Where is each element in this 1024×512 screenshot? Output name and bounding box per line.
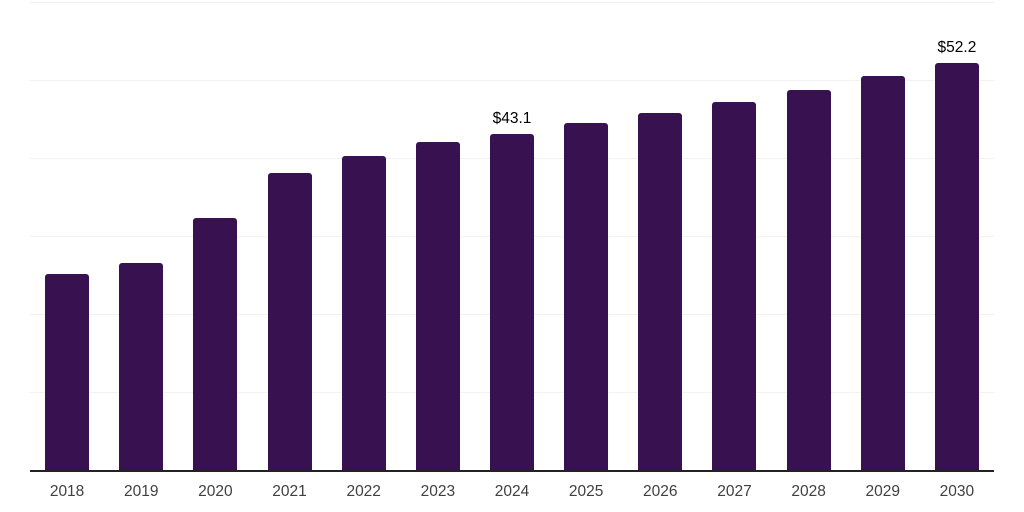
bar-2022 (341, 156, 386, 470)
x-tick-label-2030: 2030 (939, 483, 975, 500)
x-tick-label-2028: 2028 (791, 483, 826, 500)
bar-2030 (934, 62, 979, 470)
value-label-2024: $43.1 (492, 109, 532, 127)
x-tick-label-2023: 2023 (420, 483, 456, 500)
plot-area: $43.1 $52.2 (30, 2, 994, 472)
bar-2026 (638, 112, 683, 470)
bar-2028 (786, 90, 831, 470)
x-tick-label-2025: 2025 (568, 483, 604, 500)
bar-2020 (193, 218, 238, 470)
x-tick-label-2027: 2027 (717, 483, 752, 500)
x-tick-label-2024: 2024 (494, 483, 530, 500)
x-tick-label-2022: 2022 (346, 483, 381, 500)
x-tick-label-2029: 2029 (865, 483, 901, 500)
gridline (30, 2, 994, 3)
x-axis: 2018 2019 2020 2021 2022 2023 2024 2025 2026 2027… (30, 482, 994, 506)
x-tick-label-2019: 2019 (123, 483, 159, 500)
value-label-2030: $52.2 (937, 38, 977, 56)
bar-2025 (564, 122, 609, 470)
bar-2029 (860, 76, 905, 470)
bar-2023 (415, 142, 460, 470)
x-tick-label-2026: 2026 (643, 483, 678, 500)
bar-2018 (45, 274, 90, 470)
gridline (30, 80, 994, 81)
bar-2027 (712, 101, 757, 470)
bar-2019 (119, 262, 164, 470)
bar-2024 (490, 133, 534, 470)
bar-2021 (267, 172, 312, 470)
x-tick-label-2018: 2018 (49, 483, 85, 500)
x-tick-label-2020: 2020 (198, 483, 233, 500)
x-tick-label-2021: 2021 (272, 483, 307, 500)
